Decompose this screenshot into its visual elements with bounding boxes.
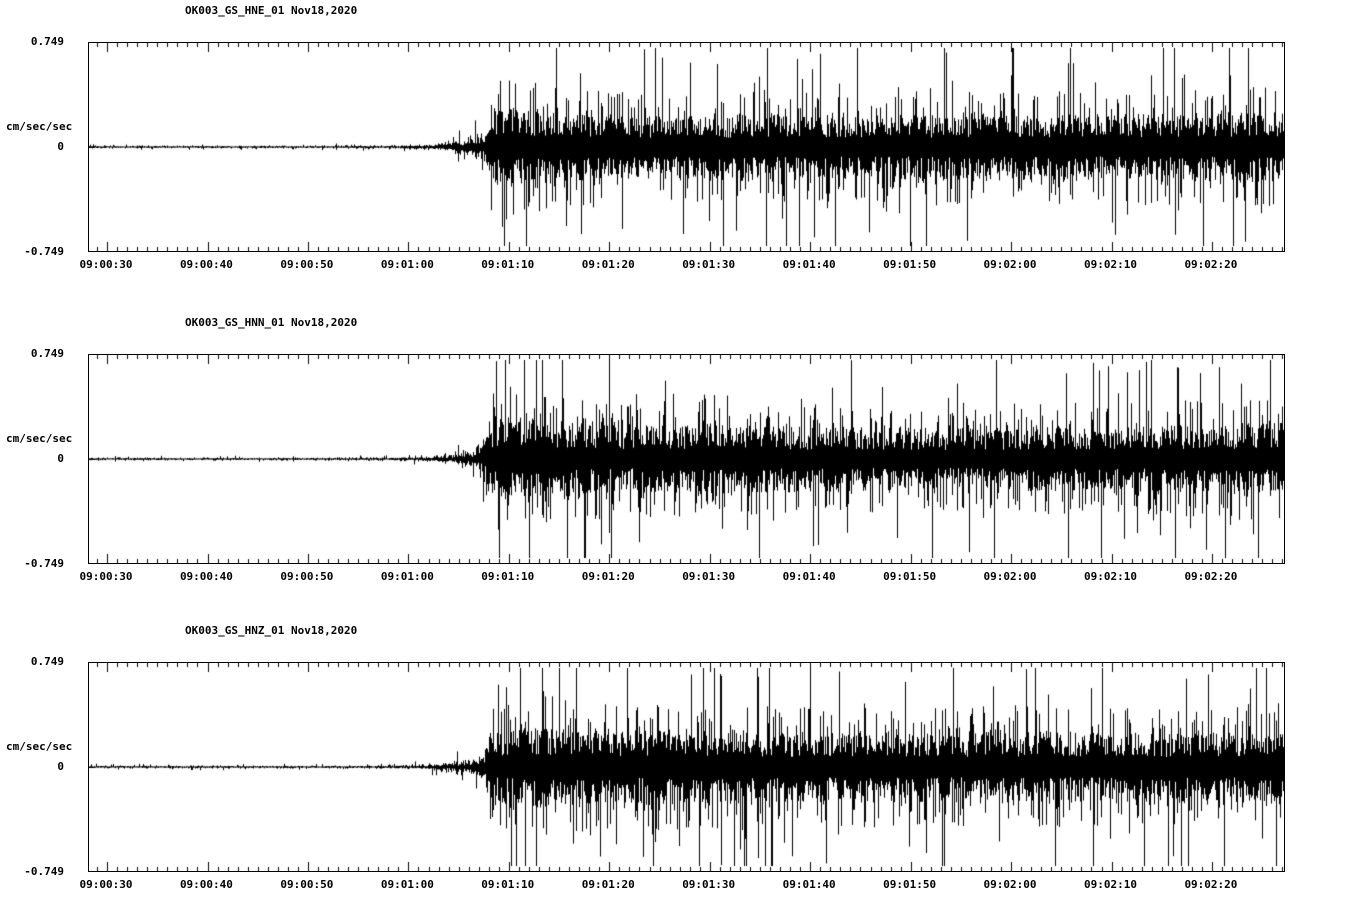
seismogram-panel-hne: OK003_GS_HNE_01 Nov18,2020 0.749 cm/sec/… <box>0 0 1358 300</box>
x-tick-label: 09:02:10 <box>1084 570 1137 583</box>
x-tick-label: 09:01:00 <box>380 570 434 583</box>
seismogram-panel-hnn: OK003_GS_HNN_01 Nov18,2020 0.749 cm/sec/… <box>0 312 1358 612</box>
x-tick-label: 09:02:00 <box>983 570 1037 583</box>
y-axis-units-label: cm/sec/sec <box>6 432 73 445</box>
x-axis-labels-hnn: 09:00:30 09:00:40 09:00:50 09:01:00 09:01:10… <box>0 570 1358 584</box>
ytick-zero-label: 0 <box>57 760 64 773</box>
x-tick-label: 09:01:20 <box>581 258 635 271</box>
panel-title-hne: OK003_GS_HNE_01 Nov18,2020 <box>185 4 358 17</box>
x-tick-label: 09:01:30 <box>682 570 736 583</box>
x-tick-label: 09:00:30 <box>79 878 133 891</box>
x-tick-label: 09:01:10 <box>481 878 535 891</box>
x-tick-label: 09:01:20 <box>581 570 635 583</box>
x-tick-label: 09:01:50 <box>883 258 937 271</box>
x-tick-label: 09:01:40 <box>782 878 836 891</box>
x-tick-label: 09:02:10 <box>1084 878 1137 891</box>
x-tick-label: 09:01:30 <box>682 878 736 891</box>
plot-area-hnn <box>88 354 1285 564</box>
x-tick-label: 09:01:50 <box>883 878 937 891</box>
x-tick-label: 09:00:50 <box>280 570 334 583</box>
x-tick-label: 09:01:00 <box>380 878 434 891</box>
x-tick-label: 09:00:50 <box>280 878 334 891</box>
x-tick-label: 09:02:10 <box>1084 258 1137 271</box>
x-tick-label: 09:01:10 <box>481 570 535 583</box>
x-tick-label: 09:01:00 <box>380 258 434 271</box>
ytick-top-label: 0.749 <box>30 35 64 48</box>
ytick-zero-label: 0 <box>57 452 64 465</box>
x-tick-label: 09:01:40 <box>782 570 836 583</box>
panel-title-hnn: OK003_GS_HNN_01 Nov18,2020 <box>185 316 358 329</box>
x-tick-label: 09:00:30 <box>79 258 133 271</box>
ytick-bottom-label: -0.749 <box>24 865 64 878</box>
x-tick-label: 09:01:30 <box>682 258 736 271</box>
x-tick-label: 09:02:00 <box>983 258 1037 271</box>
y-axis-units-label: cm/sec/sec <box>6 120 73 133</box>
x-tick-label: 09:00:40 <box>179 570 233 583</box>
x-axis-labels-hne: 09:00:30 09:00:40 09:00:50 09:01:00 09:01:10… <box>0 258 1358 272</box>
ytick-top-label: 0.749 <box>30 655 64 668</box>
panel-title-hnz: OK003_GS_HNZ_01 Nov18,2020 <box>185 624 358 637</box>
x-tick-label: 09:02:20 <box>1184 570 1238 583</box>
x-tick-label: 09:02:00 <box>983 878 1037 891</box>
x-axis-labels-hnz: 09:00:30 09:00:40 09:00:50 09:01:00 09:01:10… <box>0 878 1358 892</box>
plot-area-hne <box>88 42 1285 252</box>
seismogram-panel-hnz: OK003_GS_HNZ_01 Nov18,2020 0.749 cm/sec/… <box>0 620 1358 920</box>
ytick-top-label: 0.749 <box>30 347 64 360</box>
x-tick-label: 09:01:50 <box>883 570 937 583</box>
x-tick-label: 09:00:30 <box>79 570 133 583</box>
ytick-bottom-label: -0.749 <box>24 245 64 258</box>
x-tick-label: 09:01:40 <box>782 258 836 271</box>
x-tick-label: 09:00:40 <box>179 258 233 271</box>
x-tick-label: 09:02:20 <box>1184 258 1238 271</box>
waveform-canvas-hnn <box>89 355 1284 563</box>
x-tick-label: 09:00:50 <box>280 258 334 271</box>
ytick-bottom-label: -0.749 <box>24 557 64 570</box>
waveform-canvas-hne <box>89 43 1284 251</box>
x-tick-label: 09:01:10 <box>481 258 535 271</box>
x-tick-label: 09:02:20 <box>1184 878 1238 891</box>
y-axis-units-label: cm/sec/sec <box>6 740 73 753</box>
x-tick-label: 09:01:20 <box>581 878 635 891</box>
waveform-canvas-hnz <box>89 663 1284 871</box>
x-tick-label: 09:00:40 <box>179 878 233 891</box>
ytick-zero-label: 0 <box>57 140 64 153</box>
plot-area-hnz <box>88 662 1285 872</box>
